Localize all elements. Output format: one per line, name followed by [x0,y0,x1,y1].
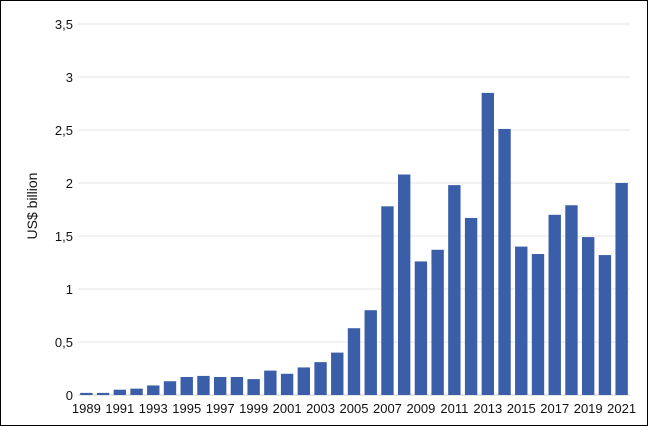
x-tick-label: 2003 [306,401,335,416]
bar-1995 [180,376,193,395]
y-tick-label: 1 [66,282,73,297]
x-tick-label: 2019 [574,401,603,416]
x-tick-label: 2017 [540,401,569,416]
bar-2011 [448,185,461,395]
y-tick-label: 3,5 [55,17,73,32]
bar-1996 [197,375,210,395]
bar-2018 [565,205,578,395]
bar-2020 [598,255,612,395]
bar-1993 [147,385,160,395]
y-axis-title: US$ billion [24,173,40,240]
x-tick-label: 1997 [206,401,235,416]
bar-2015 [515,246,528,395]
bars [80,92,628,396]
x-tick-label: 2007 [373,401,402,416]
x-tick-label: 1991 [105,401,134,416]
bar-2019 [581,237,595,395]
x-tick-label: 2005 [340,401,369,416]
x-tick-label: 1995 [172,401,201,416]
bar-2000 [264,370,277,395]
y-tick-label: 2,5 [55,123,73,138]
y-tick-label: 1,5 [55,229,73,244]
bar-2014 [498,128,511,395]
bar-1994 [163,381,177,395]
bar-2016 [531,254,545,395]
y-tick-label: 3 [66,70,73,85]
x-tick-label: 2009 [406,401,435,416]
bar-1989 [80,392,93,395]
bar-2009 [414,261,428,395]
x-tick-label: 2021 [607,401,636,416]
bar-2021 [615,183,628,395]
bar-2002 [297,367,311,395]
bar-2012 [464,217,478,395]
bar-2017 [548,214,561,395]
bar-2008 [397,174,411,395]
y-tick-label: 2 [66,176,73,191]
y-axis-ticks: 0 0,5 1 1,5 2 2,5 3 3,5 [55,17,73,403]
x-tick-label: 2013 [473,401,502,416]
bar-1997 [213,376,227,395]
bar-2013 [481,92,495,396]
bar-2005 [347,328,361,395]
x-tick-label: 1989 [72,401,101,416]
y-tick-label: 0 [66,388,73,403]
x-tick-label: 2001 [273,401,302,416]
x-tick-label: 2015 [507,401,536,416]
bar-1990 [96,392,110,395]
bar-1999 [247,379,260,395]
bar-2006 [364,310,377,395]
gridlines [78,23,630,396]
bar-2003 [314,362,327,395]
x-tick-label: 2011 [440,401,468,416]
bar-1998 [230,376,244,395]
x-tick-label: 1993 [139,401,168,416]
x-axis-ticks: 1989 1991 1993 1995 1997 1999 2001 2003 2005 2007… [72,401,636,416]
bar-2007 [381,206,394,395]
bar-1992 [130,388,143,395]
bar-2010 [431,249,444,395]
bar-1991 [113,389,127,395]
x-tick-label: 1999 [239,401,268,416]
bar-2001 [280,373,294,395]
y-tick-label: 0,5 [55,335,73,350]
bar-2004 [331,352,344,395]
